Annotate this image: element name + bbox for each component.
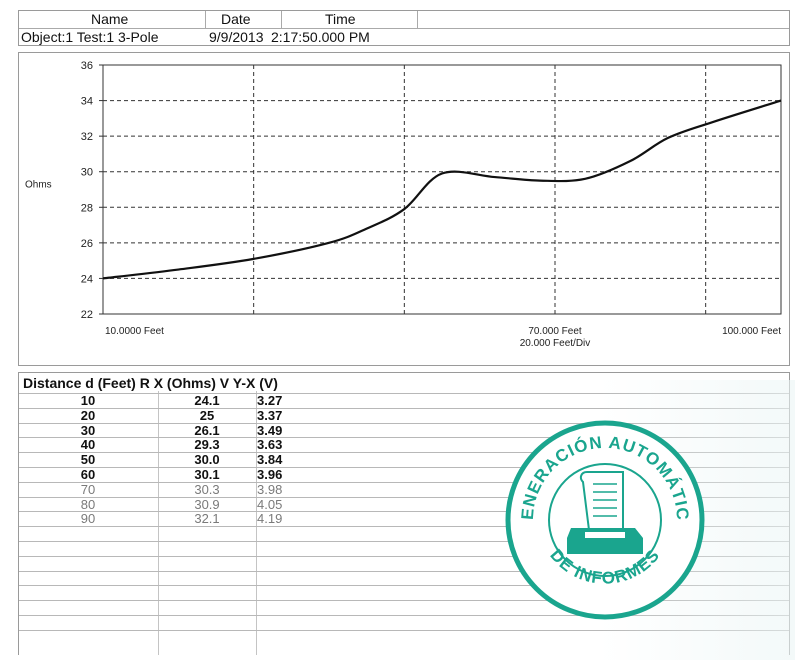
series-line — [102, 99, 782, 280]
printer-icon — [567, 471, 643, 554]
resistance-cell: 30.0 — [194, 452, 220, 468]
voltage-cell: 3.98 — [257, 481, 283, 497]
distance-cell: 70 — [80, 481, 96, 497]
table-row: 50 30.0 3.84 — [19, 452, 789, 467]
distance-cell: 30 — [80, 422, 96, 438]
distance-cell: 90 — [80, 511, 96, 527]
table-row: 90 32.1 4.19 — [19, 511, 789, 526]
x-left-label: 10.0000 Feet — [105, 326, 164, 337]
voltage-cell: 3.96 — [257, 467, 283, 482]
header-col-time: Time — [325, 11, 356, 27]
x-right-label: 100.000 Feet — [722, 326, 781, 337]
auto-report-badge: GENERACIÓN AUTOMÁTICA DE INFORMES — [505, 420, 705, 620]
voltage-cell: 3.84 — [257, 452, 283, 468]
resistance-cell: 30.1 — [194, 467, 220, 482]
table-row: 60 30.1 3.96 — [19, 467, 789, 482]
table-row — [19, 600, 789, 615]
voltage-cell: 3.37 — [257, 407, 283, 423]
table-row: 70 30.3 3.98 — [19, 481, 789, 497]
table-row — [19, 615, 789, 630]
resistance-cell: 29.3 — [194, 437, 220, 453]
y-tick-label: 30 — [81, 167, 93, 179]
distance-cell: 20 — [80, 407, 96, 423]
table-row: 10 24.1 3.27 — [19, 393, 789, 408]
table-row: 80 30.9 4.05 — [19, 496, 789, 512]
chart-panel: 22 24 26 28 30 32 34 36 Ohms 10.0000 Feet 70.000 F… — [18, 52, 790, 366]
header-col-date: Date — [221, 11, 251, 27]
header-time-value: 2:17:50.000 PM — [271, 29, 370, 45]
table-row — [19, 541, 789, 556]
y-tick-label: 28 — [81, 202, 93, 214]
table-header: Distance d (Feet) R X (Ohms) V Y-X (V) — [23, 375, 278, 391]
distance-cell: 60 — [80, 467, 96, 482]
column-divider — [256, 391, 257, 655]
resistance-cell: 25 — [199, 407, 215, 423]
voltage-cell: 3.49 — [257, 422, 283, 438]
column-divider — [158, 391, 159, 655]
resistance-cell: 26.1 — [194, 422, 220, 438]
y-tick-label: 22 — [81, 309, 93, 321]
table-row — [19, 585, 789, 600]
voltage-cell: 3.63 — [257, 437, 283, 453]
distance-cell: 80 — [80, 496, 96, 512]
resistance-cell: 30.3 — [194, 481, 220, 497]
voltage-cell: 4.05 — [257, 496, 283, 512]
header-date-value: 9/9/2013 — [209, 29, 264, 45]
resistance-cell: 32.1 — [194, 511, 220, 527]
y-tick-label: 36 — [81, 60, 93, 72]
table-row: 40 29.3 3.63 — [19, 437, 789, 452]
resistance-cell: 24.1 — [194, 393, 220, 408]
header-values: Object:1 Test:1 3-Pole 9/9/2013 2:17:50.… — [19, 29, 789, 45]
x-mid-label: 70.000 Feet — [528, 326, 582, 337]
header-name-value: Object:1 Test:1 3-Pole — [21, 29, 159, 45]
header-divider — [281, 11, 282, 28]
plot-frame — [102, 64, 782, 315]
y-tick-label: 34 — [81, 96, 93, 108]
header-columns: Name Date Time — [19, 11, 789, 29]
table-row — [19, 629, 789, 645]
distance-cell: 50 — [80, 452, 96, 468]
table-row — [19, 555, 789, 571]
table-row — [19, 526, 789, 541]
header-divider — [205, 11, 206, 28]
distance-cell: 10 — [80, 393, 96, 408]
y-tick-label: 26 — [81, 238, 93, 250]
voltage-cell: 3.27 — [257, 393, 283, 408]
resistance-cell: 30.9 — [194, 496, 220, 512]
y-axis-label: Ohms — [25, 180, 52, 191]
header-divider — [417, 11, 418, 28]
y-tick-label: 24 — [81, 273, 93, 285]
table-row: 20 25 3.37 — [19, 407, 789, 423]
x-div-label: 20.000 Feet/Div — [520, 338, 591, 349]
distance-cell: 40 — [80, 437, 96, 453]
voltage-cell: 4.19 — [257, 511, 283, 527]
resistance-chart: 22 24 26 28 30 32 34 36 Ohms 10.0000 Feet 70.000 F… — [25, 60, 782, 349]
report-header: Name Date Time Object:1 Test:1 3-Pole 9/… — [18, 10, 790, 46]
table-row: 30 26.1 3.49 — [19, 422, 789, 438]
table-row — [19, 570, 789, 586]
y-tick-label: 32 — [81, 131, 93, 143]
header-col-name: Name — [91, 11, 129, 27]
